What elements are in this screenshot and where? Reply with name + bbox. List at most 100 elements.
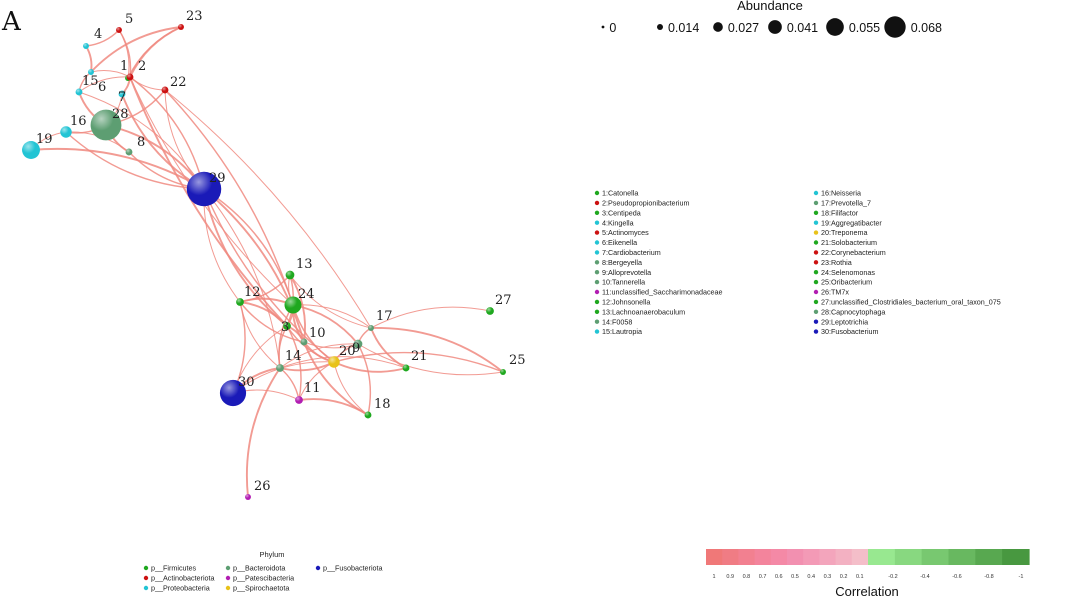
node-label-28: 28 <box>112 107 129 122</box>
genus-legend-dot <box>594 299 600 305</box>
genus-legend-dot <box>813 190 819 196</box>
correlation-edge <box>118 29 130 79</box>
correlation-edge <box>298 398 369 416</box>
colorbar-tick-label: -0.2 <box>888 574 897 580</box>
correlation-edge <box>279 356 407 369</box>
correlation-edge <box>239 301 281 369</box>
node-label-27: 27 <box>495 293 512 308</box>
node-7 <box>118 90 126 98</box>
genus-legend-dot <box>813 270 819 275</box>
node-label-25: 25 <box>509 353 526 368</box>
correlation-edge <box>286 325 302 401</box>
node-label-12: 12 <box>244 285 261 300</box>
colorbar-tick-label: 0.4 <box>807 574 815 580</box>
genus-legend-label: 11:unclassified_Saccharimonadaceae <box>602 288 723 297</box>
genus-legend-dot <box>813 240 819 245</box>
node-11 <box>295 396 303 404</box>
genus-legend-dot <box>813 220 819 225</box>
genus-legend-dot <box>594 240 600 245</box>
abundance-legend-dot <box>826 18 844 36</box>
node-label-8: 8 <box>137 135 145 150</box>
abundance-legend-title: Abundance <box>737 0 803 13</box>
node-10 <box>300 338 308 346</box>
node-label-29: 29 <box>209 171 226 186</box>
abundance-legend-label: 0.041 <box>787 21 818 35</box>
node-label-4: 4 <box>94 27 102 42</box>
genus-legend-label: 12:Johnsonella <box>602 298 650 307</box>
correlation-edge <box>203 188 281 369</box>
phylum-legend-dot <box>225 575 231 581</box>
phylum-legend-dot <box>315 565 321 571</box>
genus-legend-dot <box>594 220 600 225</box>
correlation-edge <box>30 147 205 190</box>
genus-legend-dot <box>813 319 819 324</box>
genus-legend-label: 6:Eikenella <box>602 238 637 247</box>
colorbar-segment-positive <box>754 549 772 565</box>
node-label-1: 1 <box>120 59 128 74</box>
node-25 <box>500 369 506 375</box>
correlation-edge <box>370 327 407 369</box>
correlation-edges <box>30 26 504 498</box>
genus-legend-dot <box>594 250 600 255</box>
genus-legend-label: 7:Cardiobacterium <box>602 248 661 257</box>
abundance-legend-dot <box>713 22 723 32</box>
genus-legend-label: 17:Prevotella_7 <box>821 199 871 208</box>
colorbar-tick-label: 0.2 <box>840 574 848 580</box>
genus-legend-label: 13:Lachnoanaerobaculum <box>602 307 685 316</box>
genus-legend-label: 1:Catonella <box>602 189 638 198</box>
colorbar-tick-label: 0.3 <box>824 574 832 580</box>
node-13 <box>285 270 295 280</box>
node-15 <box>75 88 83 96</box>
genus-legend-label: 9:Alloprevotella <box>602 268 651 277</box>
phylum-legend-label: p__Bacteroidota <box>233 564 285 573</box>
genus-legend-label: 4:Kingella <box>602 218 634 227</box>
phylum-legend-dot <box>143 575 149 581</box>
node-label-7: 7 <box>118 90 126 105</box>
genus-legend-dot <box>594 289 600 295</box>
correlation-edge <box>127 26 182 79</box>
correlation-edge <box>85 45 93 73</box>
genus-legend-dot <box>594 270 600 275</box>
correlation-edge <box>370 327 504 373</box>
genus-legend-dot <box>813 309 819 314</box>
colorbar-segment-positive <box>819 549 837 565</box>
genus-legend-label: 29:Leptotrichia <box>821 317 868 326</box>
genus-legend-dot <box>594 230 600 235</box>
genus-legend-label: 20:Treponema <box>821 228 867 237</box>
node-label-10: 10 <box>309 326 326 341</box>
node-label-19: 19 <box>36 132 53 147</box>
colorbar-segment-positive <box>738 549 756 565</box>
node-label-18: 18 <box>374 397 391 412</box>
genus-legend-label: 10:Tannerella <box>602 278 645 287</box>
node-label-26: 26 <box>254 479 271 494</box>
node-16 <box>60 126 72 138</box>
phylum-legend-dot <box>143 585 149 591</box>
node-label-14: 14 <box>285 349 302 364</box>
colorbar-tick-label: 0.6 <box>775 574 783 580</box>
node-12 <box>236 298 244 306</box>
genus-legend-dot <box>813 329 819 334</box>
node-21 <box>402 364 410 372</box>
node-label-16: 16 <box>70 114 87 129</box>
genus-legend-label: 28:Capnocytophaga <box>821 307 885 316</box>
phylum-legend-label: p__Actinobacteriota <box>151 574 215 583</box>
correlation-edge <box>78 91 205 190</box>
node-18 <box>364 411 372 419</box>
node-8 <box>125 148 133 156</box>
genus-legend-dot <box>594 260 600 265</box>
node-label-20: 20 <box>339 344 356 359</box>
colorbar-tick-label: -1 <box>1019 574 1024 580</box>
abundance-legend-dot <box>768 20 782 34</box>
genus-legend-dot <box>813 299 819 305</box>
genus-legend-label: 16:Neisseria <box>821 189 861 198</box>
genus-legend-dot <box>594 210 600 215</box>
colorbar-segment-positive <box>787 549 804 565</box>
genus-legend-label: 25:Oribacterium <box>821 278 872 287</box>
abundance-legend-label: 0.055 <box>849 21 880 35</box>
correlation-edge <box>90 26 182 73</box>
colorbar-tick-label: -0.8 <box>984 574 993 580</box>
phylum-legend-label: p__Spirochaetota <box>233 584 289 593</box>
correlation-edge <box>333 361 369 416</box>
